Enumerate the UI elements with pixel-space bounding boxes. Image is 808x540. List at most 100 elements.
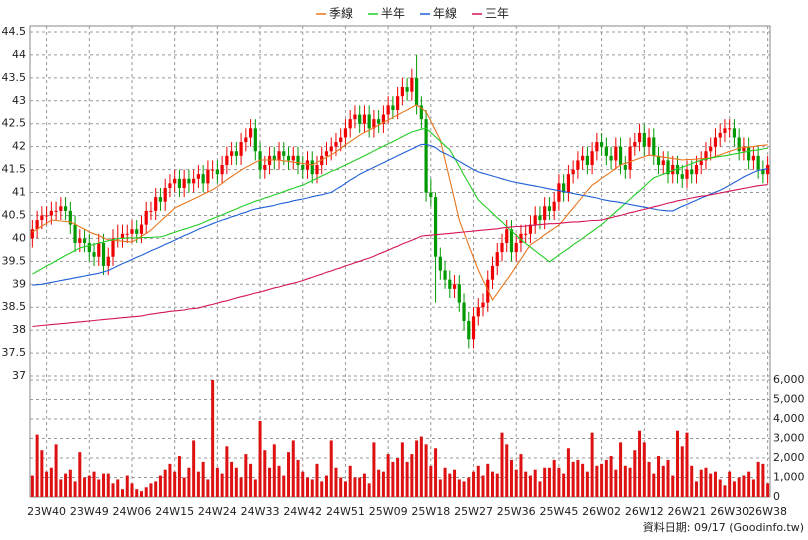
volume-bar: [381, 471, 385, 497]
volume-bar: [149, 483, 153, 497]
volume-bar: [282, 475, 286, 497]
volume-bar: [519, 454, 523, 497]
candle-body: [713, 137, 718, 147]
volume-bar: [287, 452, 291, 497]
volume-bar: [571, 461, 575, 497]
volume-bar: [505, 444, 509, 497]
candle-body: [220, 165, 224, 175]
volume-bar: [595, 465, 599, 497]
volume-bar: [429, 465, 433, 497]
candle-body: [277, 151, 281, 161]
volume-bar: [139, 491, 143, 497]
volume-bar: [524, 471, 528, 497]
candle-body: [149, 210, 153, 212]
volume-bar: [168, 463, 172, 497]
candle-body: [723, 128, 727, 133]
candle-body: [448, 279, 452, 289]
candle-body: [666, 160, 670, 175]
candle-body: [637, 132, 642, 143]
candle-body: [329, 146, 333, 152]
candle-body: [690, 169, 694, 175]
candle-body: [101, 242, 106, 266]
candle-body: [552, 201, 556, 211]
volume-bar: [410, 454, 414, 497]
candle-body: [334, 142, 338, 147]
volume-bar: [657, 456, 661, 497]
candle-body: [353, 114, 357, 120]
candle-body: [234, 151, 238, 156]
volume-bar: [728, 471, 732, 497]
candle-body: [225, 155, 229, 166]
volume-bar: [163, 469, 167, 497]
volume-bar: [277, 465, 281, 497]
volume-tick-label: 5,000: [773, 393, 805, 406]
y-tick-label: 44: [12, 48, 26, 61]
candle-body: [405, 87, 409, 92]
volume-bar: [543, 467, 547, 497]
candle-body: [73, 224, 77, 243]
candle-body: [187, 178, 191, 184]
candle-body: [680, 174, 684, 179]
volume-bar: [419, 436, 423, 497]
x-tick-label: 24W24: [198, 505, 237, 518]
candle-body: [429, 192, 433, 198]
volume-bar: [547, 467, 551, 497]
candle-body: [595, 142, 599, 152]
volume-bar: [130, 483, 134, 497]
candle-body: [40, 215, 44, 221]
volume-bar: [377, 469, 381, 497]
volume-bar: [576, 459, 580, 497]
candle-body: [604, 146, 608, 156]
candle-body: [296, 155, 300, 166]
candle-body: [609, 155, 613, 161]
volume-bar: [676, 430, 679, 497]
volume-bar: [619, 442, 623, 497]
volume-bar: [68, 469, 72, 497]
legend-label: 三年: [485, 7, 509, 21]
candle-body: [97, 242, 101, 257]
candle-body: [386, 105, 390, 115]
volume-bar: [339, 477, 343, 497]
volume-bar: [358, 477, 362, 497]
volume-tick-label: 3,000: [773, 432, 805, 445]
legend-label: 年線: [433, 6, 457, 21]
volume-bar: [310, 479, 314, 497]
candle-body: [135, 229, 139, 234]
candle-body: [675, 165, 680, 175]
y-tick-label: 38: [12, 323, 26, 336]
candle-body: [481, 302, 485, 308]
candle-body: [362, 114, 367, 124]
volume-bar: [116, 479, 120, 497]
candle-body: [400, 87, 404, 97]
candle-body: [59, 206, 63, 211]
volume-bar: [234, 467, 238, 497]
volume-bar: [400, 442, 404, 497]
candle-body: [647, 137, 651, 147]
candle-body: [367, 114, 371, 129]
y-tick-label: 38.5: [2, 300, 27, 313]
volume-bar: [642, 442, 646, 497]
volume-bar: [495, 473, 499, 497]
volume-bar: [35, 434, 39, 497]
volume-bar: [206, 479, 210, 497]
volume-bar: [30, 475, 34, 497]
candle-body: [92, 252, 96, 257]
volume-bar: [182, 477, 186, 497]
volume-bar: [604, 459, 608, 497]
volume-bar: [766, 483, 770, 497]
candle-body: [305, 160, 310, 170]
volume-bar: [747, 471, 751, 497]
candle-body: [514, 242, 518, 253]
candle-body: [35, 220, 39, 230]
volume-bar: [472, 471, 476, 497]
volume-bar: [453, 469, 457, 497]
candle-body: [524, 233, 528, 235]
candle-body: [457, 284, 461, 303]
volume-bar: [680, 446, 684, 497]
candle-body: [732, 128, 737, 138]
candle-body: [415, 77, 419, 106]
x-tick-label: 25W27: [454, 505, 493, 518]
candle-body: [45, 215, 49, 217]
volume-bar: [415, 440, 419, 497]
x-tick-label: 24W06: [113, 505, 152, 518]
